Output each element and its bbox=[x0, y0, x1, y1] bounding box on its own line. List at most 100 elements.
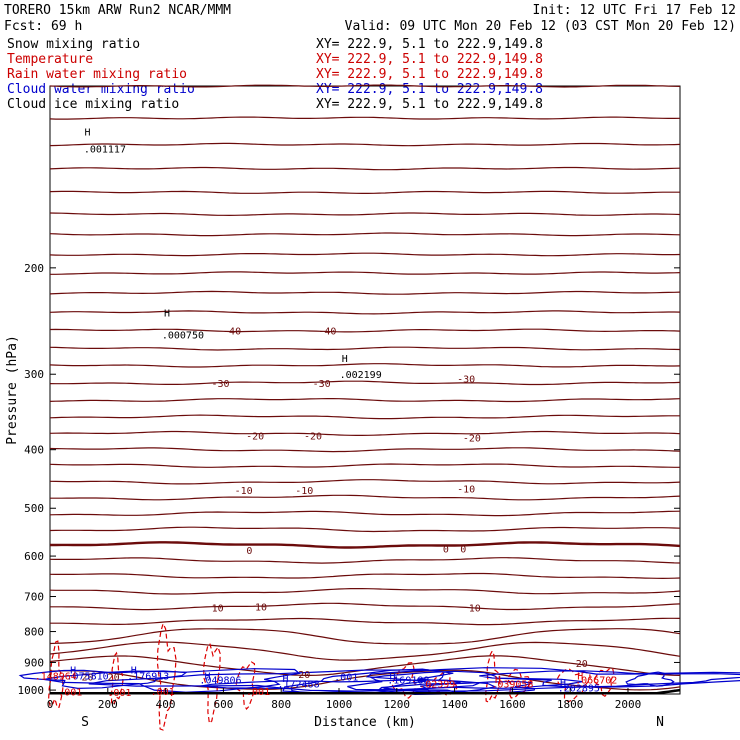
maximum-value-label: .000750 bbox=[162, 331, 204, 342]
cloud-water-contour bbox=[625, 671, 675, 687]
plot-frame bbox=[49, 85, 681, 695]
maximum-value-label: .02399 bbox=[419, 679, 455, 690]
isotherm-line bbox=[50, 541, 681, 549]
x-tick-label: 600 bbox=[213, 698, 233, 711]
isotherm-line bbox=[49, 310, 681, 315]
y-tick-label: 400 bbox=[24, 444, 44, 457]
cloud-water-contour bbox=[347, 670, 583, 691]
init-time: Init: 12 UTC Fri 17 Feb 12 bbox=[533, 3, 737, 18]
isotherm-line bbox=[50, 602, 681, 611]
x-tick-label: 1800 bbox=[557, 698, 584, 711]
maximum-value-label: .001 bbox=[246, 687, 270, 698]
isotherm-label: 20 bbox=[298, 670, 310, 681]
maxima-labels: H.001117H.000750H.002199H.075810H.176913… bbox=[35, 128, 618, 700]
y-axis-title: Pressure (hPa) bbox=[5, 335, 20, 445]
maximum-value-label: .176913 bbox=[127, 671, 169, 682]
x-tick-label: 200 bbox=[98, 698, 118, 711]
rain-contour bbox=[485, 649, 501, 703]
maximum-value-label: .001 bbox=[334, 673, 358, 684]
legend-cloud-water-label: Cloud water mixing ratio bbox=[7, 82, 195, 97]
x-tick-label: 2000 bbox=[615, 698, 642, 711]
isotherm-line bbox=[49, 430, 681, 436]
legend-snow-xy: XY= 222.9, 5.1 to 222.9,149.8 bbox=[316, 37, 543, 52]
maximum-value-label: .202895 bbox=[558, 683, 600, 694]
isotherm-line bbox=[49, 212, 681, 217]
maximum-value-label: .148964 bbox=[35, 671, 77, 682]
x-tick-label: 1000 bbox=[326, 698, 353, 711]
terrain-line bbox=[50, 688, 681, 695]
isotherm-label: -40 bbox=[318, 327, 336, 338]
y-tick-label: 600 bbox=[24, 550, 44, 563]
isotherm-label: 10 bbox=[469, 604, 481, 615]
hydrometeor-contours bbox=[18, 622, 740, 731]
x-tick-label: 800 bbox=[271, 698, 291, 711]
rain-contour bbox=[556, 668, 591, 703]
maximum-value-label: .002199 bbox=[340, 370, 382, 381]
isotherm-label: -40 bbox=[223, 327, 241, 338]
x-tick-label: 1200 bbox=[384, 698, 411, 711]
cloud-water-contour bbox=[365, 667, 740, 693]
maximum-marker: H bbox=[495, 675, 501, 686]
isotherm-label: 20 bbox=[108, 673, 120, 684]
isotherm-line bbox=[49, 588, 681, 595]
y-tick-label: 500 bbox=[24, 502, 44, 515]
isotherm-line bbox=[49, 190, 680, 194]
isotherm-label: 0 bbox=[443, 545, 449, 556]
isotherm-label: -30 bbox=[457, 375, 475, 386]
isotherm-lines bbox=[49, 84, 681, 691]
isotherm-line bbox=[49, 116, 681, 120]
legend-rain-xy: XY= 222.9, 5.1 to 222.9,149.8 bbox=[316, 67, 543, 82]
isotherm-label: -10 bbox=[295, 486, 313, 497]
isotherm-line bbox=[50, 271, 681, 275]
y-tick-label: 300 bbox=[24, 368, 44, 381]
isotherm-line bbox=[50, 617, 681, 626]
isotherm-line bbox=[49, 572, 681, 580]
endpoint-north: N bbox=[656, 715, 664, 730]
y-tick-label: 800 bbox=[24, 626, 44, 639]
legend-temperature-label: Temperature bbox=[7, 52, 93, 67]
isotherm-line bbox=[49, 510, 681, 517]
isotherm-line bbox=[49, 84, 681, 88]
isotherm-line bbox=[49, 414, 680, 420]
isotherm-line bbox=[49, 463, 680, 468]
isotherm-line bbox=[49, 479, 681, 485]
isotherm-line bbox=[49, 346, 681, 351]
maximum-value-label: .001 bbox=[58, 687, 82, 698]
maximum-marker: H bbox=[577, 671, 583, 682]
maximum-value-label: .001 bbox=[151, 687, 175, 698]
x-tick-label: 0 bbox=[47, 698, 54, 711]
isotherm-line bbox=[49, 628, 681, 645]
cloud-water-contour bbox=[18, 669, 188, 690]
isotherm-line bbox=[50, 494, 681, 501]
terrain-line bbox=[50, 688, 681, 695]
isotherm-label: -20 bbox=[246, 432, 264, 443]
model-title: TORERO 15km ARW Run2 NCAR/MMM bbox=[4, 3, 231, 18]
isotherm-line bbox=[49, 398, 681, 403]
isotherm-labels: -40 -40-30 -30 -30-20 -20 -20-10 -10 -100 0 010 10… bbox=[82, 327, 588, 684]
isotherm-line bbox=[49, 557, 681, 564]
maximum-marker: H bbox=[389, 671, 395, 682]
isotherm-line bbox=[49, 290, 681, 295]
valid-time: Valid: 09 UTC Mon 20 Feb 12 (03 CST Mon … bbox=[345, 19, 736, 34]
maximum-value-label: .039058 bbox=[491, 679, 533, 690]
maximum-value-label: .075810 bbox=[66, 671, 108, 682]
maximum-marker: H bbox=[85, 128, 91, 139]
cloud-water-contour bbox=[200, 679, 461, 695]
isotherm-label: 20 bbox=[576, 659, 588, 670]
rain-contour bbox=[110, 651, 124, 707]
rain-contour bbox=[203, 643, 221, 725]
isotherm-line bbox=[49, 328, 681, 333]
isotherm-line bbox=[49, 363, 681, 368]
x-axis: 0 200 400 600 800 1000 1200 1400 1600 1800 2000 bbox=[47, 688, 642, 711]
isotherm-label: -20 bbox=[463, 434, 481, 445]
isotherm-label: -30 bbox=[313, 379, 331, 390]
maximum-marker: H bbox=[164, 308, 170, 319]
isotherm-line bbox=[49, 641, 681, 661]
legend-snow-label: Snow mixing ratio bbox=[7, 37, 140, 52]
maximum-marker: H bbox=[342, 354, 348, 365]
isotherm-line bbox=[49, 232, 681, 237]
x-axis-title: Distance (km) bbox=[314, 715, 416, 730]
y-tick-label: 1000 bbox=[18, 684, 45, 697]
